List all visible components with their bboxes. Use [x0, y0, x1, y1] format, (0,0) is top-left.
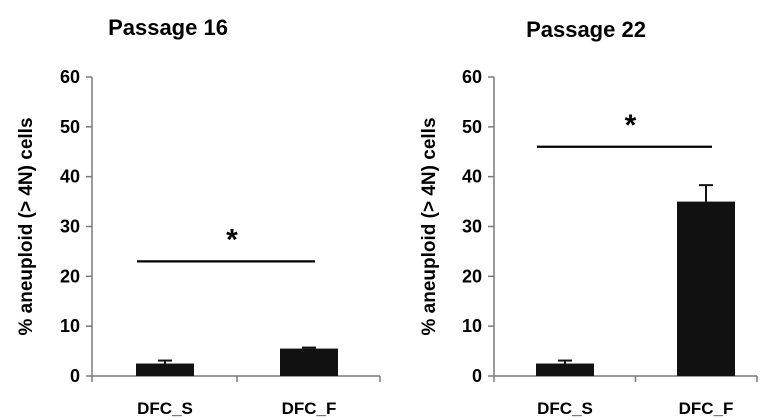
y-tick-label: 40 — [462, 167, 482, 187]
significance-star: * — [226, 223, 238, 256]
y-tick-label: 0 — [472, 366, 482, 386]
chart-panel-2: Passage 22 % aneuploid (> 4N) cells 0 10 20 3… — [419, 17, 758, 418]
y-axis-label: % aneuploid (> 4N) cells — [419, 117, 440, 335]
y-tick-label: 60 — [60, 67, 80, 87]
significance-star: * — [625, 109, 637, 142]
y-tick-label: 50 — [462, 117, 482, 137]
category-label: DFC_F — [679, 399, 734, 418]
y-tick-label: 0 — [70, 366, 80, 386]
y-tick-label: 40 — [60, 167, 80, 187]
category-label: DFC_F — [282, 399, 337, 418]
bar-dfc-f — [280, 348, 338, 376]
bar-dfc-s — [536, 363, 594, 376]
y-axis-label: % aneuploid (> 4N) cells — [16, 117, 37, 335]
y-tick-label: 50 — [60, 117, 80, 137]
y-tick-label: 30 — [462, 217, 482, 237]
y-tick-label: 10 — [60, 316, 80, 336]
bar-dfc-f — [677, 201, 735, 376]
y-tick-label: 20 — [462, 266, 482, 286]
chart-panel-1: Passage 16 % aneuploid (> 4N) cells 0 10 20 3… — [16, 15, 381, 418]
y-tick-label: 20 — [60, 266, 80, 286]
y-tick-label: 30 — [60, 217, 80, 237]
y-tick-label: 10 — [462, 316, 482, 336]
y-tick-label: 60 — [462, 67, 482, 87]
category-label: DFC_S — [537, 399, 593, 418]
chart-title: Passage 16 — [108, 15, 228, 40]
bar-dfc-s — [136, 363, 194, 376]
chart-title: Passage 22 — [526, 17, 646, 42]
category-label: DFC_S — [137, 399, 193, 418]
